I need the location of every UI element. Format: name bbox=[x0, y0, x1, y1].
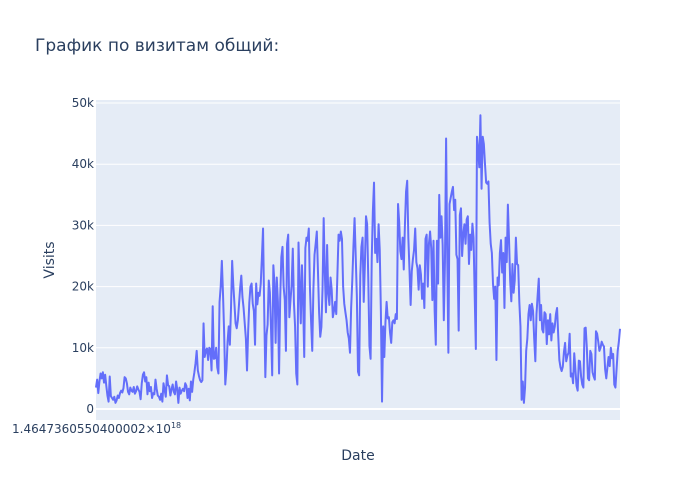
x-tick-label: 1.4647360550400002×1018 bbox=[12, 421, 181, 436]
y-tick-label: 50k bbox=[72, 96, 94, 110]
y-tick-label: 40k bbox=[72, 157, 94, 171]
x-axis-title: Date bbox=[341, 448, 374, 464]
chart-title: График по визитам общий: bbox=[35, 36, 279, 56]
y-tick-labels: 0 10k 20k 30k 40k 50k bbox=[72, 96, 94, 416]
y-tick-label: 30k bbox=[72, 218, 94, 232]
y-axis-title: Visits bbox=[42, 241, 58, 278]
series-visits-line bbox=[95, 114, 621, 404]
y-tick-label: 20k bbox=[72, 280, 94, 294]
y-tick-label: 10k bbox=[72, 341, 94, 355]
y-tick-label: 0 bbox=[86, 402, 94, 416]
